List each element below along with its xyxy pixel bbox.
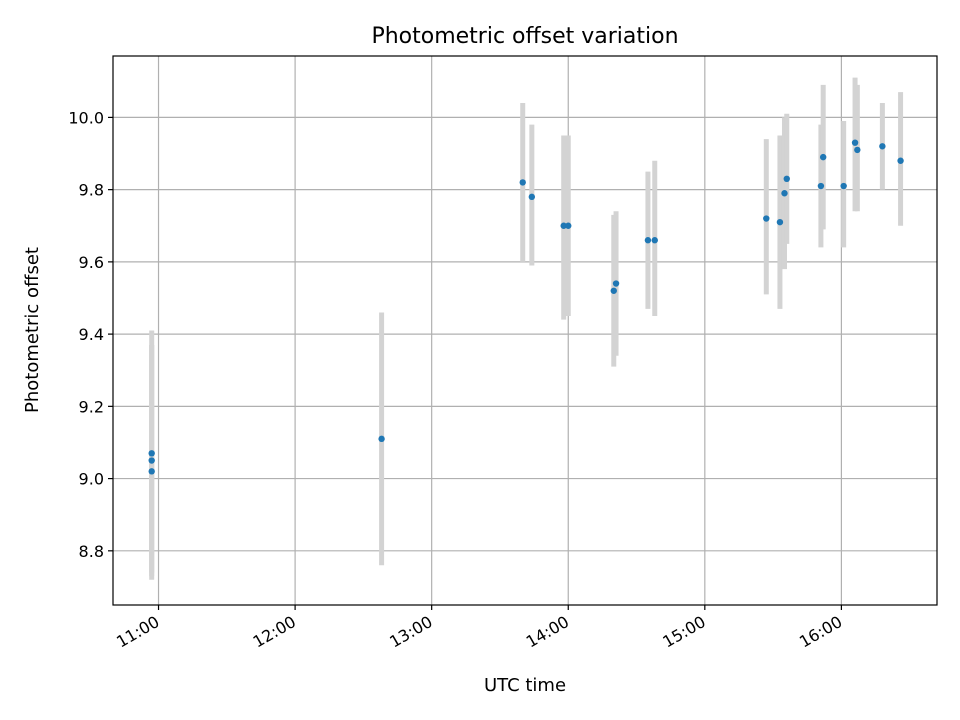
chart-title: Photometric offset variation: [371, 24, 678, 49]
y-axis-label: Photometric offset: [22, 247, 43, 413]
data-point: [148, 468, 155, 475]
x-axis-label: UTC time: [484, 675, 566, 696]
data-point: [519, 179, 526, 186]
data-point: [781, 190, 788, 197]
data-point: [879, 143, 886, 150]
y-tick-label: 9.0: [79, 470, 104, 489]
data-point: [651, 237, 658, 244]
data-point: [148, 450, 155, 457]
data-point: [851, 139, 859, 146]
data-point: [783, 175, 790, 183]
data-point: [560, 222, 567, 229]
data-point: [610, 287, 617, 294]
y-tick-label: 8.8: [79, 542, 104, 561]
data-point: [763, 215, 770, 222]
plot-frame: [112, 55, 938, 606]
data-point: [840, 182, 847, 190]
data-point: [776, 218, 784, 226]
data-point: [528, 193, 536, 201]
y-tick-label: 9.2: [79, 397, 104, 416]
data-point: [819, 153, 827, 161]
data-point: [612, 280, 620, 287]
data-point: [817, 182, 825, 190]
y-tick-label: 9.4: [79, 325, 104, 344]
data-point: [897, 157, 904, 164]
data-point: [148, 457, 155, 464]
y-tick-label: 9.6: [79, 253, 104, 272]
data-point: [565, 222, 572, 229]
y-tick-label: 10.0: [68, 108, 104, 127]
data-point: [378, 435, 385, 443]
point-layer: [148, 139, 904, 475]
data-point: [644, 237, 652, 244]
data-point: [854, 146, 861, 154]
y-tick-label: 9.8: [79, 181, 104, 200]
